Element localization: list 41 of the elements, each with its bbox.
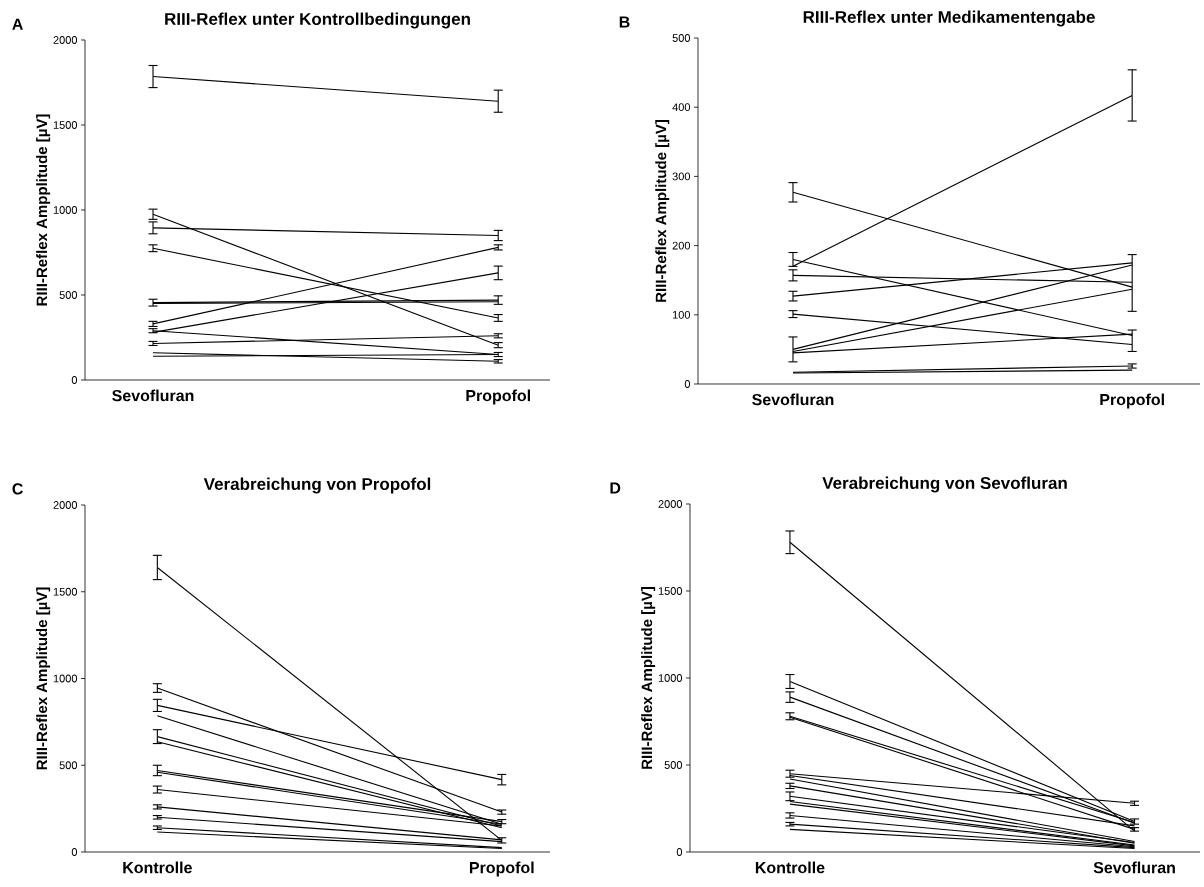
y-tick-label: 1500 xyxy=(53,587,78,596)
chart-title: RIII-Reflex unter Medikamentengabe xyxy=(803,10,1095,27)
x-tick-label: Propofol xyxy=(469,861,534,877)
y-tick-label: 1000 xyxy=(658,674,683,682)
chart-title: Verabreichung von Sevofluran xyxy=(822,476,1067,493)
y-tick-label: 1500 xyxy=(53,121,78,129)
text: D xyxy=(610,482,621,494)
text: A xyxy=(12,18,23,30)
y-tick-label: 2000 xyxy=(53,501,78,509)
y-tick-label: 500 xyxy=(59,761,78,770)
x-tick-label: Propofol xyxy=(466,389,530,405)
y-tick-label: 1000 xyxy=(53,674,78,683)
y-axis-title: RIII-Reflex Ampplitude [µV] xyxy=(36,114,51,306)
y-tick-label: 300 xyxy=(672,172,691,181)
chart-title: RIII-Reflex unter Kontrollbedingungen xyxy=(165,12,470,29)
y-tick-label: 200 xyxy=(672,241,691,250)
y-tick-label: 1000 xyxy=(53,206,78,214)
y-tick-label: 0 xyxy=(71,848,78,856)
x-tick-label: Sevofluran xyxy=(752,393,834,406)
x-tick-label: Kontrolle xyxy=(123,861,192,874)
y-axis-title: RIII-Reflex Amplitude [µV] xyxy=(36,587,51,770)
x-tick-label: Kontrolle xyxy=(755,861,825,874)
y-tick-label: 500 xyxy=(672,34,691,42)
x-tick-label: Sevofluran xyxy=(1093,861,1175,874)
x-tick-label: Sevofluran xyxy=(112,389,194,402)
chart-title: Verabreichung von Propofol xyxy=(203,477,431,494)
x-tick-label: Propofol xyxy=(1100,393,1164,409)
y-tick-label: 0 xyxy=(676,848,683,856)
y-axis-title: RIII-Reflex Amplitude [µV] xyxy=(641,587,656,769)
y-tick-label: 2000 xyxy=(53,36,78,44)
y-tick-label: 2000 xyxy=(658,500,683,508)
y-tick-label: 100 xyxy=(672,310,691,319)
y-tick-label: 500 xyxy=(59,291,78,299)
y-tick-label: 0 xyxy=(71,376,78,384)
text: C xyxy=(12,483,23,495)
y-tick-label: 400 xyxy=(672,103,691,112)
text: B xyxy=(619,16,630,28)
y-tick-label: 1500 xyxy=(658,587,683,595)
y-tick-label: 0 xyxy=(684,380,691,388)
y-axis-title: RIII-Reflex Amplitude [µV] xyxy=(655,120,670,302)
y-tick-label: 500 xyxy=(664,761,683,769)
